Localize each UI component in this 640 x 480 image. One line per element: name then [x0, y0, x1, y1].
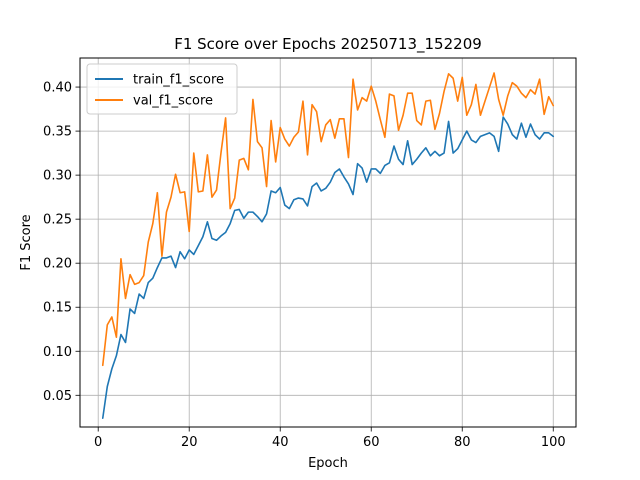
y-tick-label: 0.05	[43, 389, 72, 404]
axis-ticks: 0 20 40 60 80 100 0.05 0.10 0.15 0.20 0.25 0.30 0.35…	[43, 81, 566, 450]
x-tick-label: 20	[181, 435, 198, 450]
x-axis-title: Epoch	[308, 456, 348, 471]
x-tick-label: 60	[363, 435, 380, 450]
legend-label-val: val_f1_score	[133, 94, 213, 109]
series-line-val_f1_score	[101, 72, 555, 367]
y-tick-label: 0.35	[43, 125, 72, 140]
y-tick-label: 0.40	[43, 81, 72, 96]
legend-label-train: train_f1_score	[133, 73, 224, 88]
x-tick-label: 80	[454, 435, 471, 450]
legend-box	[86, 63, 238, 115]
y-tick-label: 0.15	[43, 301, 72, 316]
y-tick-label: 0.25	[43, 213, 72, 228]
y-axis-title: F1 Score	[19, 214, 34, 270]
legend: train_f1_score val_f1_score	[86, 63, 238, 115]
series-lines	[101, 72, 555, 419]
plot-frame	[79, 57, 577, 428]
x-tick-label: 100	[541, 435, 566, 450]
grid-lines	[80, 58, 576, 427]
x-tick-label: 40	[272, 435, 289, 450]
series-line-train_f1_score	[101, 116, 555, 419]
x-tick-label: 0	[94, 435, 102, 450]
y-tick-label: 0.10	[43, 345, 72, 360]
chart-title: F1 Score over Epochs 20250713_152209	[174, 35, 482, 54]
y-tick-label: 0.30	[43, 169, 72, 184]
y-tick-label: 0.20	[43, 257, 72, 272]
